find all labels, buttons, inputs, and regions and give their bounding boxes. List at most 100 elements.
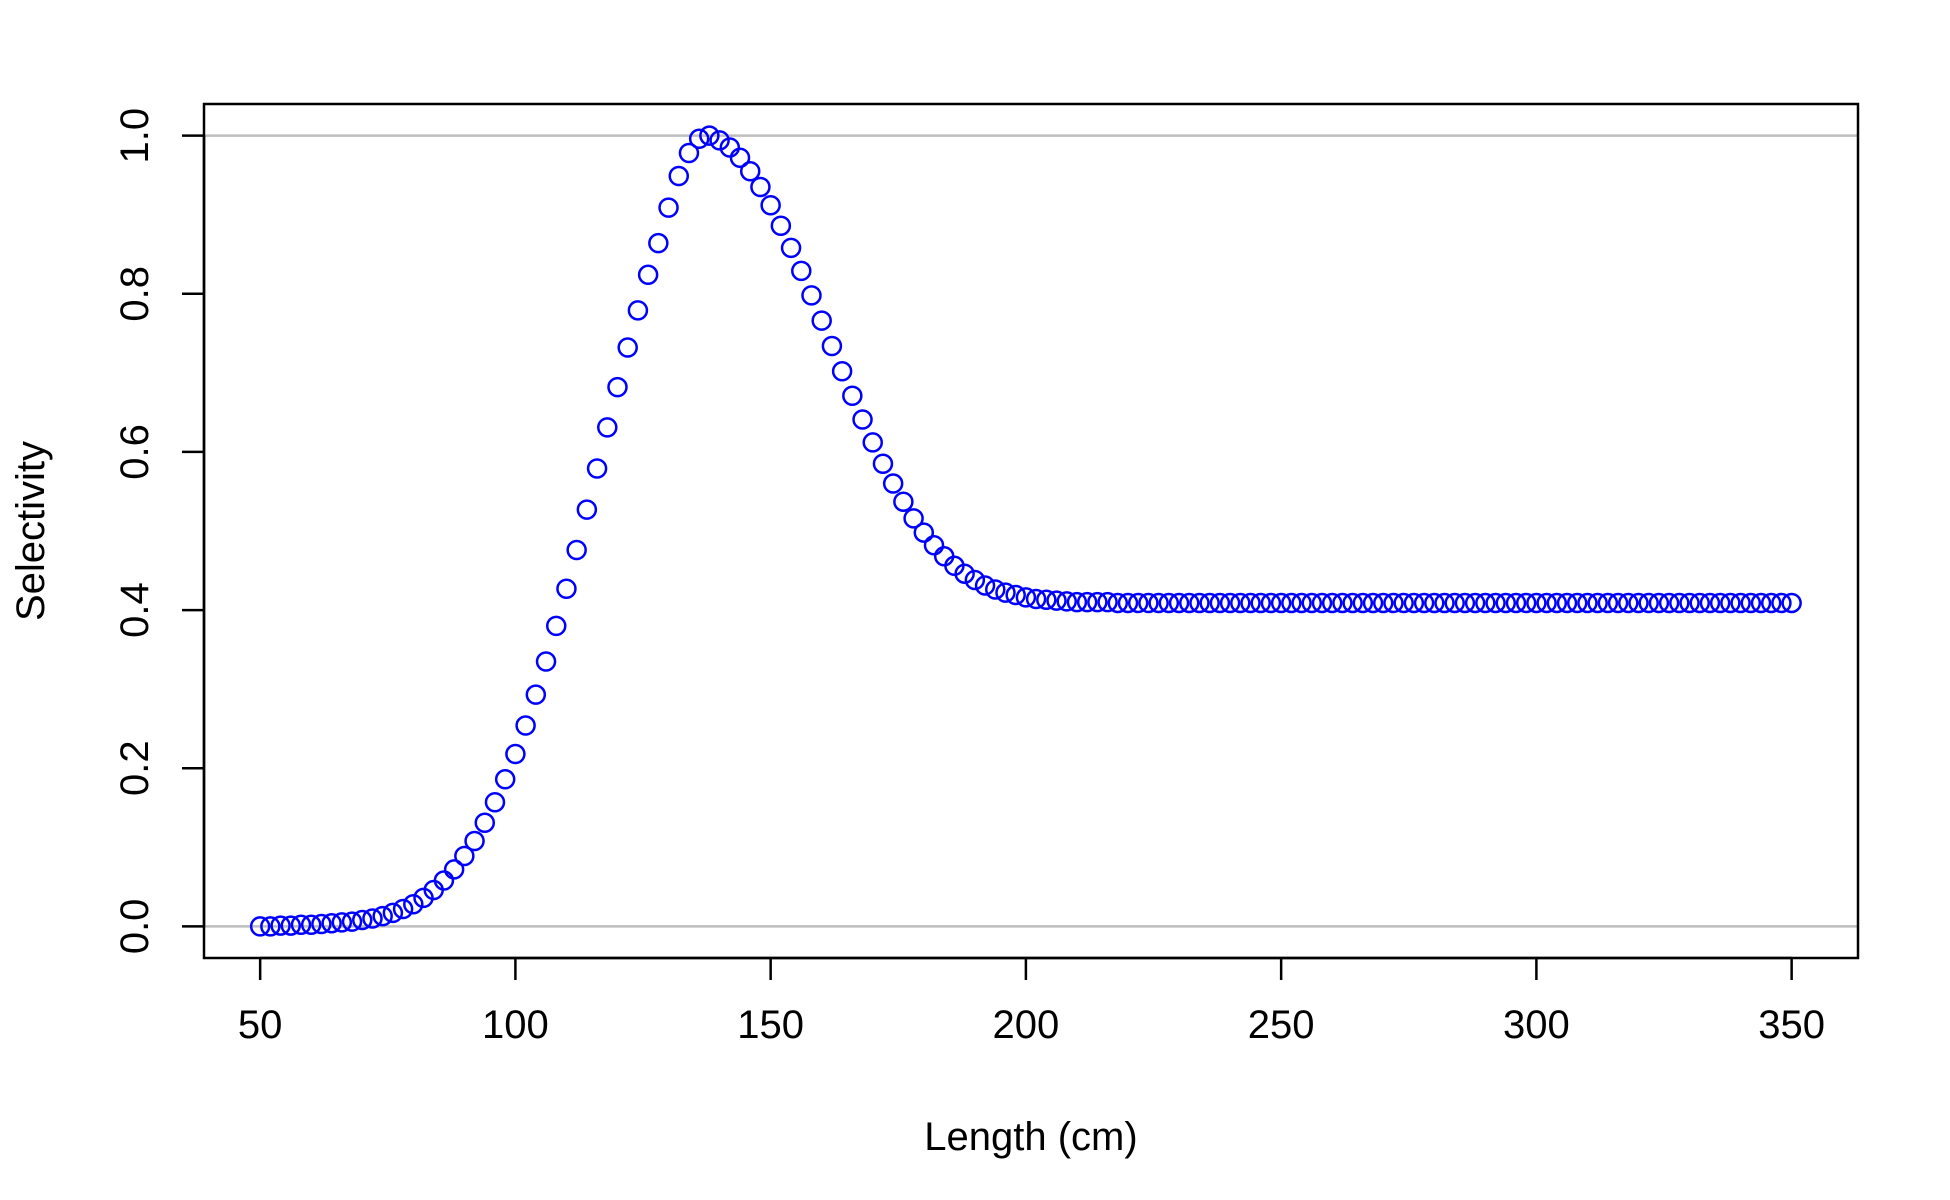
data-point (1321, 592, 1343, 614)
data-point (1424, 592, 1445, 614)
data-point (392, 898, 414, 920)
y-tick-label: 0.2 (113, 740, 157, 796)
x-tick-label: 150 (737, 1003, 804, 1047)
data-point (300, 914, 322, 936)
data-point (1587, 592, 1608, 614)
data-point (801, 285, 822, 306)
data-point (1046, 590, 1067, 611)
data-point (403, 893, 424, 915)
data-point (1485, 592, 1506, 614)
data-point (1311, 592, 1333, 614)
data-point (913, 522, 935, 543)
data-point (1138, 592, 1159, 614)
data-point (617, 337, 638, 358)
data-point (249, 916, 271, 937)
data-point (1097, 591, 1118, 613)
data-point (597, 417, 618, 438)
data-point (709, 130, 730, 151)
data-point (1209, 592, 1231, 614)
y-tick-label: 0.4 (113, 582, 157, 638)
data-point (688, 128, 710, 150)
y-axis: 0.0 0.2 0.4 0.6 0.8 1.0 (113, 108, 206, 955)
data-point (699, 125, 720, 146)
x-tick-label: 350 (1758, 1003, 1825, 1047)
data-point (474, 812, 496, 834)
data-point (1669, 592, 1690, 614)
data-point (1648, 592, 1670, 614)
y-tick-label: 1.0 (113, 108, 157, 164)
x-tick-label: 300 (1503, 1003, 1570, 1047)
data-point (505, 743, 526, 765)
data-point (1495, 592, 1517, 614)
data-point (862, 432, 883, 453)
data-point (750, 176, 771, 198)
data-point (1577, 592, 1598, 614)
data-point (954, 563, 975, 584)
data-point (1230, 592, 1251, 614)
data-point (985, 579, 1006, 600)
data-point (607, 376, 628, 398)
data-point (1720, 592, 1741, 614)
data-point (1781, 592, 1802, 614)
data-point (1148, 592, 1169, 614)
data-point (1750, 592, 1772, 614)
data-point (1179, 592, 1200, 614)
data-point (1199, 592, 1220, 614)
data-point (1332, 592, 1353, 614)
data-point (1362, 592, 1384, 614)
data-point (719, 137, 741, 158)
data-point (637, 264, 659, 286)
data-point (1281, 592, 1302, 614)
data-point (1556, 592, 1578, 614)
x-tick-label: 50 (238, 1003, 283, 1047)
data-point (576, 499, 598, 520)
data-point (1628, 592, 1649, 614)
data-point (1127, 592, 1149, 614)
data-point (882, 473, 904, 494)
data-point (1291, 592, 1312, 614)
y-tick-label: 0.6 (113, 424, 157, 480)
data-point (280, 915, 302, 936)
data-point (535, 651, 557, 672)
data-point (1515, 592, 1537, 614)
data-point (1107, 592, 1129, 614)
data-point (433, 870, 455, 891)
data-point (1434, 592, 1455, 614)
data-point (1618, 592, 1639, 614)
y-tick-label: 0.0 (113, 899, 157, 955)
data-point (658, 197, 679, 218)
data-point (729, 147, 751, 169)
data-point (1056, 591, 1077, 612)
data-point (545, 615, 567, 637)
data-point (1301, 592, 1323, 614)
data-point (1260, 592, 1282, 614)
data-point (260, 916, 281, 937)
data-point (494, 769, 516, 790)
data-point (1444, 592, 1465, 614)
data-point (484, 791, 506, 813)
data-point (780, 237, 802, 259)
data-point (311, 913, 332, 935)
data-point (1117, 592, 1139, 614)
data-point (1597, 592, 1619, 614)
data-point (1219, 592, 1241, 614)
data-point (1087, 591, 1108, 613)
data-point (1413, 592, 1435, 614)
data-point (372, 905, 393, 927)
data-point (739, 160, 761, 182)
data-point (341, 911, 363, 932)
x-tick-label: 100 (482, 1003, 549, 1047)
data-point (1025, 588, 1047, 610)
data-point (1730, 592, 1751, 614)
data-point (648, 232, 669, 254)
data-point (852, 409, 873, 430)
data-point (1658, 592, 1680, 614)
data-point (382, 902, 404, 924)
x-tick-label: 250 (1248, 1003, 1315, 1047)
x-tick-label: 200 (993, 1003, 1060, 1047)
data-point (872, 453, 894, 475)
data-point (1760, 592, 1782, 614)
data-point (1240, 592, 1261, 614)
data-point (1168, 592, 1190, 614)
